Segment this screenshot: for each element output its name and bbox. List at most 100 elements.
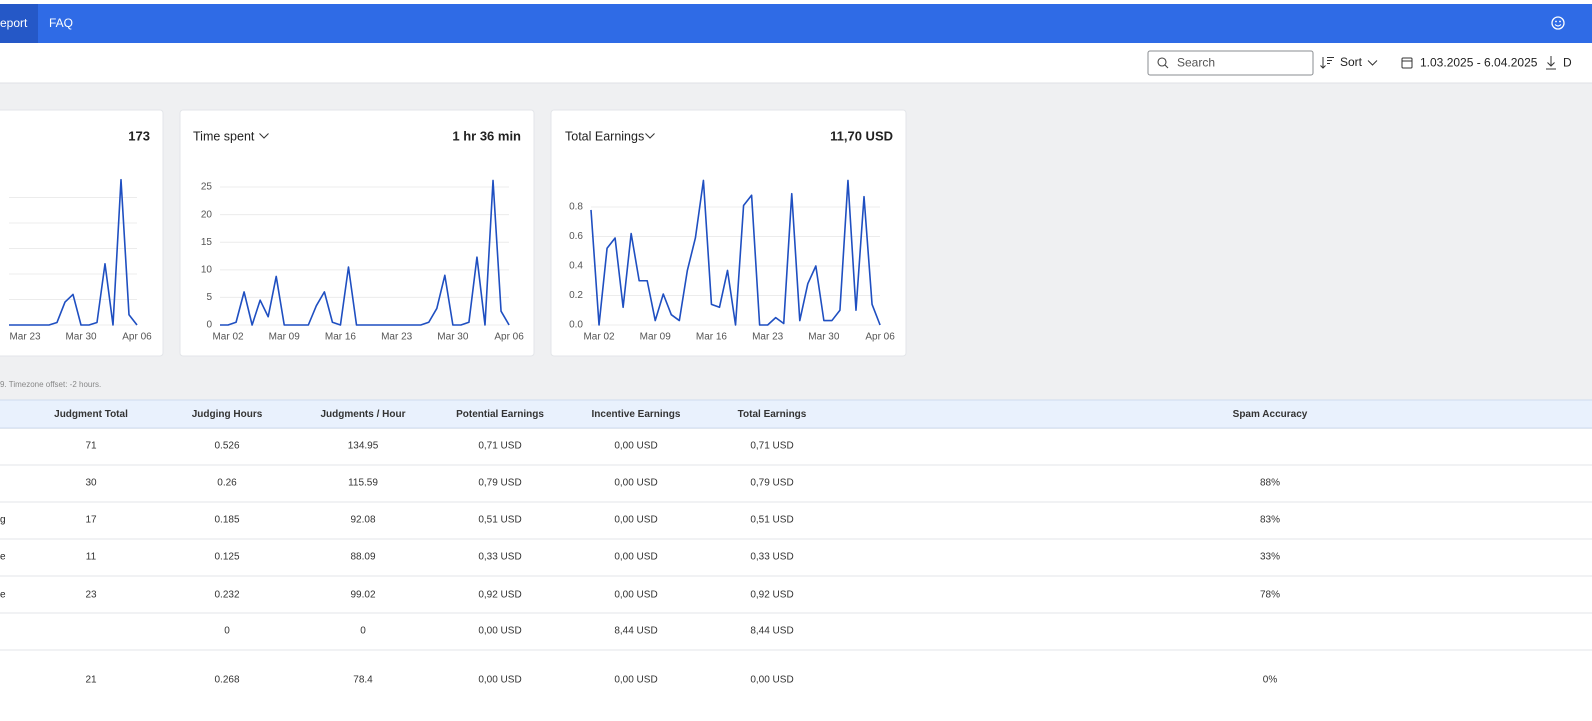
toolbar: [0, 43, 1592, 83]
table-cell: 0,92 USD: [478, 590, 521, 601]
table-cell: 0,71 USD: [478, 441, 521, 452]
table-cell: 17: [85, 515, 97, 526]
chart-dropdown[interactable]: [645, 133, 655, 139]
x-tick-label: Mar 23: [9, 332, 41, 343]
table-cell: 0,33 USD: [478, 552, 521, 563]
line-series: [9, 178, 138, 326]
x-tick-label: Mar 23: [752, 332, 784, 343]
sort-icon: [1320, 57, 1334, 69]
table-cell: 0,00 USD: [478, 626, 521, 637]
chart-title[interactable]: Total Earnings: [565, 129, 644, 143]
nav-bar: [0, 4, 1592, 43]
table-cell: 78%: [1260, 590, 1280, 601]
table-cell: 23: [85, 590, 97, 601]
footnote: 9. Timezone offset: -2 hours.: [0, 380, 101, 389]
chart-title[interactable]: Time spent: [193, 129, 255, 143]
sort-button[interactable]: Sort: [1340, 55, 1363, 69]
table-cell: 0,71 USD: [750, 441, 793, 452]
table-header: [0, 399, 1592, 429]
table-cell: 0.232: [214, 590, 239, 601]
table-cell: 88%: [1260, 478, 1280, 489]
x-tick-label: Mar 02: [212, 332, 244, 343]
column-header: Judgments / Hour: [320, 409, 405, 420]
y-tick-label: 5: [206, 292, 212, 303]
table-cell: 0,00 USD: [750, 675, 793, 686]
x-tick-label: Mar 30: [808, 332, 840, 343]
calendar-icon: [1401, 57, 1413, 69]
search-box[interactable]: [1147, 50, 1314, 76]
table-cell: 0: [360, 626, 366, 637]
table-cell: 0.125: [214, 552, 239, 563]
y-tick-label: 0.2: [569, 290, 583, 301]
column-header: Judging Hours: [192, 409, 263, 420]
y-tick-label: 25: [201, 182, 213, 193]
table-cell: 0,51 USD: [478, 515, 521, 526]
table-cell: 30: [85, 478, 97, 489]
sort-chevron: [1367, 60, 1378, 66]
smiley-icon[interactable]: [1551, 16, 1565, 30]
table-cell: 71: [85, 441, 97, 452]
table-cell: 0.26: [217, 478, 237, 489]
table-cell: 78.4: [353, 675, 373, 686]
y-tick-label: 0.6: [569, 231, 583, 242]
top-strip: [0, 0, 1592, 4]
table-cell: 0,33 USD: [750, 552, 793, 563]
table-cell: 99.02: [350, 590, 375, 601]
table-cell: 33%: [1260, 552, 1280, 563]
row-label: e: [0, 552, 6, 563]
table-cell: 0,92 USD: [750, 590, 793, 601]
table-cell: 0,00 USD: [614, 441, 657, 452]
nav-item[interactable]: FAQ: [49, 16, 73, 30]
x-tick-label: Apr 06: [494, 332, 524, 343]
table-cell: 88.09: [350, 552, 375, 563]
y-tick-label: 0.0: [569, 320, 583, 331]
chart-total: 11,70 USD: [830, 128, 893, 143]
column-header: Incentive Earnings: [592, 409, 681, 420]
table-cell: 8,44 USD: [614, 626, 657, 637]
search-placeholder: Search: [1177, 56, 1215, 70]
x-tick-label: Apr 06: [122, 332, 152, 343]
table-cell: 0,00 USD: [614, 515, 657, 526]
date-range[interactable]: 1.03.2025 - 6.04.2025: [1420, 56, 1538, 70]
table-cell: 83%: [1260, 515, 1280, 526]
x-tick-label: Mar 30: [437, 332, 469, 343]
table-cell: 92.08: [350, 515, 375, 526]
table-cell: 0,00 USD: [614, 552, 657, 563]
nav-active: [0, 4, 38, 43]
line-series: [590, 179, 881, 326]
table-cell: 0.526: [214, 441, 239, 452]
table-cell: 8,44 USD: [750, 626, 793, 637]
x-tick-label: Mar 09: [640, 332, 672, 343]
chart-dropdown[interactable]: [259, 133, 269, 139]
download-icon: [1546, 56, 1556, 70]
chart-card: [0, 109, 164, 357]
table-cell: 0.268: [214, 675, 239, 686]
x-tick-label: Mar 09: [269, 332, 301, 343]
table-cell: 0,00 USD: [614, 478, 657, 489]
table-cell: 0,00 USD: [614, 590, 657, 601]
table-cell: 0,00 USD: [478, 675, 521, 686]
column-header: Spam Accuracy: [1233, 409, 1308, 420]
table-body: [0, 429, 1592, 721]
x-tick-label: Mar 30: [65, 332, 97, 343]
x-tick-label: Apr 06: [865, 332, 895, 343]
x-tick-label: Mar 16: [325, 332, 357, 343]
column-header: Judgment Total: [54, 409, 128, 420]
table-cell: 0.185: [214, 515, 239, 526]
line-series: [220, 179, 510, 326]
search-icon: [1157, 57, 1169, 69]
y-tick-label: 0.8: [569, 202, 583, 213]
column-header: Total Earnings: [738, 409, 807, 420]
table-cell: 0,00 USD: [614, 675, 657, 686]
nav-item[interactable]: eport: [0, 16, 28, 30]
table-cell: 0,51 USD: [750, 515, 793, 526]
table-cell: 0: [224, 626, 230, 637]
table-cell: 11: [86, 552, 97, 563]
table-cell: 21: [85, 675, 97, 686]
x-tick-label: Mar 02: [583, 332, 615, 343]
y-tick-label: 10: [201, 264, 213, 275]
download-button[interactable]: D: [1563, 56, 1572, 70]
x-tick-label: Mar 16: [696, 332, 728, 343]
y-tick-label: 15: [201, 237, 213, 248]
